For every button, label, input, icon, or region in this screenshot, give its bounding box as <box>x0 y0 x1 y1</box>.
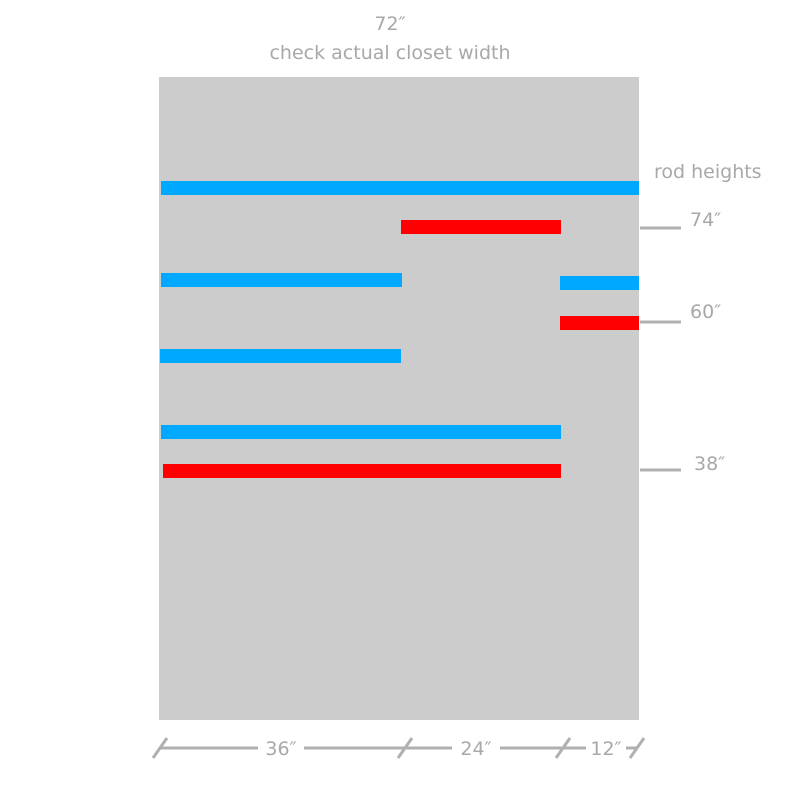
rod <box>161 181 639 195</box>
width-segment-label: 36″ <box>265 738 296 760</box>
width-note: check actual closet width <box>269 42 510 64</box>
rods <box>160 181 639 478</box>
width-segment-label: 12″ <box>590 738 621 760</box>
closet <box>159 77 639 720</box>
height-label: 60″ <box>690 301 721 323</box>
height-markers <box>640 226 681 472</box>
width-label: 72″ <box>374 13 405 35</box>
rod <box>163 464 561 478</box>
height-label: 74″ <box>690 209 721 231</box>
width-dimension <box>151 737 646 759</box>
rod <box>160 349 401 363</box>
rod <box>401 220 561 234</box>
rod-heights-title: rod heights <box>654 161 762 183</box>
rod <box>161 273 402 287</box>
width-segment-label: 24″ <box>460 738 491 760</box>
rod <box>161 425 561 439</box>
height-label: 38″ <box>694 453 725 475</box>
rod <box>560 316 639 330</box>
rod <box>560 276 639 290</box>
